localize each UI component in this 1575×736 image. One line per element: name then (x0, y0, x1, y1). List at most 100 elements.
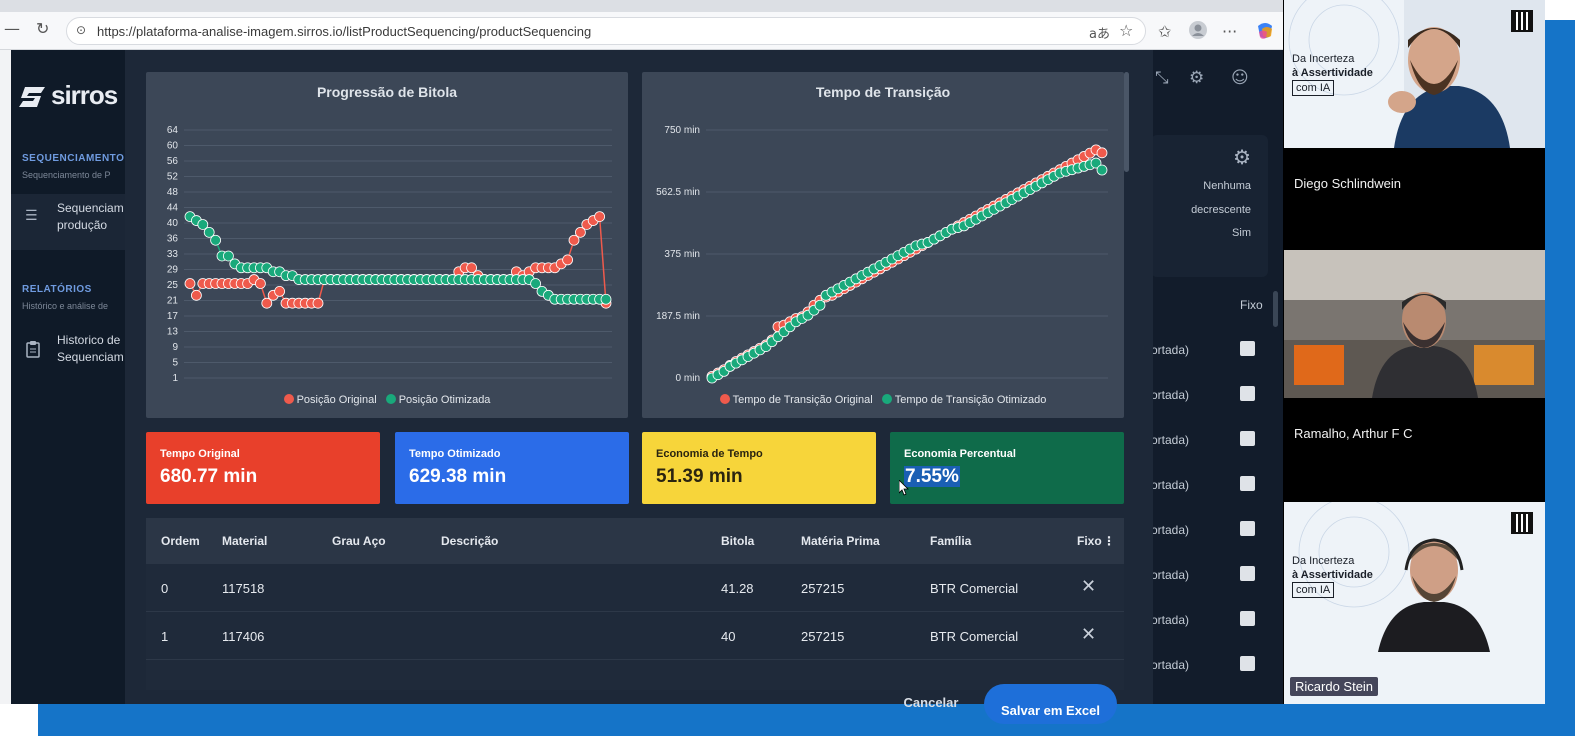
column-header-materia-prima[interactable]: Matéria Prima (801, 534, 880, 548)
logo-text: sirros (51, 80, 118, 110)
legend-item-original[interactable]: Posição Original (283, 394, 377, 406)
column-header-descricao[interactable]: Descrição (441, 534, 499, 548)
promo-line: à Assertividade (1292, 569, 1373, 581)
column-header-grau-aco[interactable]: Grau Aço (332, 534, 386, 548)
data-point[interactable] (1090, 157, 1102, 169)
cancel-button[interactable]: Cancelar (893, 690, 969, 714)
fixo-checkbox[interactable] (1240, 431, 1255, 446)
data-point[interactable] (203, 226, 215, 238)
data-point[interactable] (530, 278, 542, 289)
legend-label: Tempo de Transição Original (732, 394, 873, 406)
lock-icon[interactable]: ⊙ (76, 23, 87, 37)
data-point[interactable] (600, 293, 612, 305)
promo-line: com IA (1292, 80, 1335, 96)
close-icon[interactable]: ✕ (1081, 624, 1097, 645)
data-point[interactable] (255, 278, 266, 289)
fixo-checkbox[interactable] (1240, 611, 1255, 626)
fixo-checkbox[interactable] (1240, 656, 1255, 671)
sirros-logo[interactable]: sirros (19, 80, 118, 111)
column-header-ordem[interactable]: Ordem (161, 534, 200, 548)
expand-icon[interactable]: ⤡ (1155, 68, 1169, 88)
participant-tile[interactable]: Da Incerteza à Assertividade com IA (1284, 0, 1545, 148)
address-bar[interactable]: ⊙ https://plataforma-analise-imagem.sirr… (66, 17, 1146, 45)
background-scrollbar[interactable] (1273, 291, 1278, 327)
cell-material: 117518 (222, 581, 265, 596)
translate-icon[interactable]: aあ (1089, 27, 1110, 42)
data-point[interactable] (274, 285, 286, 297)
data-point[interactable] (223, 250, 234, 262)
y-tick-label: 25 (167, 280, 179, 291)
data-point[interactable] (197, 219, 209, 230)
sidebar-item-label: Sequenciam produção (57, 200, 127, 234)
column-header-familia[interactable]: Família (930, 534, 972, 548)
kpi-value[interactable]: 7.55% (904, 466, 960, 488)
y-tick-label: 48 (167, 187, 179, 198)
sidebar-section-title: RELATÓRIOS (22, 284, 92, 295)
fixo-checkbox[interactable] (1240, 341, 1255, 356)
cell-ordem: 1 (161, 629, 169, 644)
data-point[interactable] (210, 234, 221, 246)
data-point[interactable] (574, 226, 586, 238)
modal-scrollbar[interactable] (1124, 72, 1129, 172)
y-tick-label: 36 (167, 234, 179, 245)
fixo-checkbox[interactable] (1240, 476, 1255, 491)
user-icon[interactable]: ☺ (1231, 68, 1249, 88)
data-point[interactable] (562, 254, 574, 266)
sidebar-section-subtitle: Histórico e análise de (22, 301, 109, 311)
table-row[interactable]: 1 117406 40 257215 BTR Comercial ✕ (146, 612, 1124, 660)
copilot-icon[interactable] (1254, 20, 1276, 46)
cell-ordem: 0 (161, 581, 169, 596)
close-icon[interactable]: ✕ (1081, 576, 1097, 597)
data-point[interactable] (466, 262, 478, 274)
back-icon[interactable]: — (4, 19, 20, 38)
data-point[interactable] (1096, 147, 1108, 159)
selected-text[interactable]: 7.55% (904, 466, 960, 487)
chart-legend: Posição Original Posição Otimizada (146, 394, 628, 406)
data-point[interactable] (814, 299, 826, 311)
participant-tile[interactable]: Da Incerteza à Assertividade com IA (1284, 502, 1545, 704)
column-menu-icon[interactable]: ⋮ (1103, 534, 1115, 548)
url-text[interactable]: https://plataforma-analise-imagem.sirros… (97, 24, 592, 39)
table-row[interactable] (146, 660, 1124, 690)
participant-tile[interactable] (1284, 250, 1545, 398)
legend-item-otimizada[interactable]: Posição Otimizada (385, 394, 490, 406)
y-tick-label: 1 (172, 373, 178, 384)
chart-title: Tempo de Transição (815, 84, 951, 100)
settings-icon[interactable]: ⚙ (1189, 68, 1205, 88)
data-point[interactable] (184, 278, 196, 289)
column-header-material[interactable]: Material (222, 534, 268, 548)
y-tick-label: 29 (167, 265, 179, 276)
fixo-checkbox[interactable] (1240, 386, 1255, 401)
data-point[interactable] (568, 234, 580, 246)
background-row-text: ortada) (1151, 613, 1190, 627)
data-point[interactable] (594, 211, 606, 223)
more-icon[interactable]: ··· (1222, 22, 1238, 41)
sidebar-item-sequenciamento[interactable]: ☰ Sequenciam produção (11, 194, 131, 250)
kpi-value: 629.38 min (409, 466, 507, 487)
data-point[interactable] (312, 297, 324, 309)
gear-icon[interactable]: ⚙ (1233, 145, 1251, 169)
tab-strip[interactable] (0, 0, 1283, 12)
sidebar-item-label-line: Historico de (57, 333, 121, 347)
profile-icon[interactable] (1188, 20, 1208, 44)
data-point[interactable] (1096, 164, 1108, 176)
save-excel-button[interactable]: Salvar em Excel (984, 684, 1117, 724)
sidebar-item-historico[interactable]: Historico de Sequenciam (11, 326, 131, 382)
setting-value: decrescente (1191, 204, 1251, 216)
star-icon[interactable]: ☆ (1119, 21, 1134, 40)
column-header-bitola[interactable]: Bitola (721, 534, 755, 548)
legend-label: Posição Original (296, 394, 377, 406)
y-tick-label: 56 (167, 156, 179, 167)
fixo-checkbox[interactable] (1240, 566, 1255, 581)
fixo-checkbox[interactable] (1240, 521, 1255, 536)
clipboard-icon (25, 340, 41, 362)
refresh-icon[interactable]: ↻ (36, 19, 50, 38)
kpi-label: Economia de Tempo (656, 448, 763, 460)
legend-item-otimizado[interactable]: Tempo de Transição Otimizado (881, 394, 1046, 406)
favorites-icon[interactable]: ✩ (1158, 22, 1172, 41)
table-row[interactable]: 0 117518 41.28 257215 BTR Comercial ✕ (146, 564, 1124, 612)
legend-item-original[interactable]: Tempo de Transição Original (719, 394, 873, 406)
column-header-fixo[interactable]: Fixo (1077, 534, 1102, 548)
data-point[interactable] (261, 297, 273, 309)
data-point[interactable] (191, 289, 202, 301)
